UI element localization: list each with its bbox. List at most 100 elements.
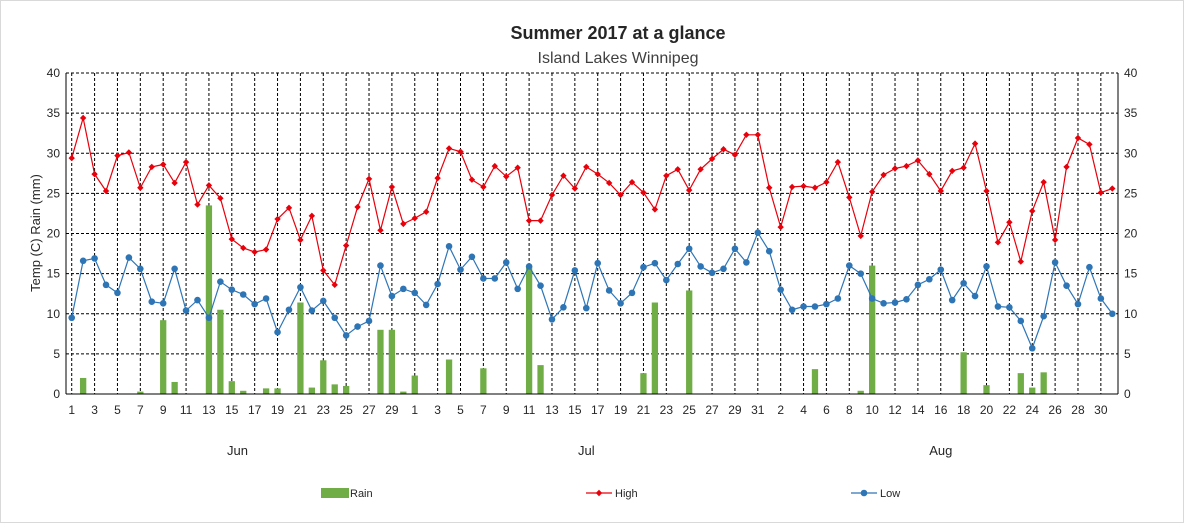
x-tick-label: 22: [1003, 403, 1017, 417]
low-point: [388, 292, 396, 300]
high-point: [251, 248, 258, 256]
temperature-lines: [68, 114, 1116, 352]
low-point: [777, 286, 784, 293]
legend-item-low: Low: [851, 488, 900, 500]
rain-bar: [480, 368, 487, 394]
rain-bar: [537, 365, 544, 394]
high-point: [1074, 134, 1082, 142]
low-point: [1108, 310, 1116, 318]
high-point: [388, 183, 396, 191]
low-point: [720, 265, 727, 273]
rain-bar: [160, 320, 167, 394]
low-point: [731, 245, 739, 253]
x-tick-label: 27: [705, 403, 719, 417]
low-point: [1097, 295, 1105, 302]
y-tick-label-left: 40: [47, 66, 61, 80]
month-label: Jul: [578, 443, 595, 458]
low-point: [640, 263, 647, 271]
x-tick-label: 11: [523, 403, 536, 417]
high-point: [171, 179, 178, 187]
x-tick-label: 13: [545, 403, 559, 417]
y-tick-label-left: 20: [47, 227, 61, 241]
high-point: [948, 167, 956, 175]
low-point: [685, 245, 693, 253]
rain-bar: [228, 381, 235, 394]
x-tick-label: 5: [457, 403, 464, 417]
high-point: [651, 206, 659, 213]
low-point: [79, 257, 87, 265]
high-point: [766, 184, 773, 191]
rain-bar: [240, 390, 247, 394]
high-point: [468, 176, 476, 183]
legend-label-low: Low: [880, 488, 900, 500]
low-point: [1063, 282, 1070, 289]
x-tick-label: 31: [751, 403, 765, 417]
high-point: [194, 201, 201, 208]
x-tick-label: 19: [614, 403, 628, 417]
y-tick-label-left: 15: [47, 267, 61, 281]
low-point: [297, 283, 304, 291]
high-point: [548, 191, 556, 199]
low-point: [903, 296, 910, 303]
high-point: [685, 186, 693, 194]
rain-bars: [80, 205, 1047, 394]
x-tick-label: 3: [434, 403, 441, 417]
low-point: [1017, 317, 1025, 325]
high-point: [354, 203, 361, 211]
low-point: [708, 269, 716, 277]
high-point: [262, 246, 270, 253]
high-point: [68, 154, 75, 162]
rain-bar: [983, 385, 990, 394]
rain-bar: [171, 381, 178, 394]
low-point: [1074, 300, 1082, 308]
x-tick-label: 17: [591, 403, 605, 417]
high-point: [377, 227, 384, 234]
high-point: [114, 152, 121, 159]
low-point: [411, 289, 419, 297]
high-point: [342, 242, 350, 249]
x-tick-label: 5: [114, 403, 121, 417]
rain-bar: [217, 309, 224, 394]
high-point: [1097, 189, 1105, 196]
rain-bar: [960, 352, 967, 394]
high-point: [422, 208, 430, 216]
x-tick-label: 11: [180, 403, 193, 417]
high-point: [903, 162, 910, 170]
high-point: [960, 164, 967, 171]
y-axis-title: Temp (C) Rain (mm): [28, 174, 43, 292]
high-point: [788, 183, 796, 191]
legend-item-high: High: [586, 488, 638, 500]
high-point: [525, 217, 533, 224]
x-tick-label: 29: [385, 403, 399, 417]
low-point: [628, 289, 636, 297]
x-tick-label: 6: [823, 403, 830, 417]
y-tick-label-left: 10: [47, 307, 61, 321]
rain-bar: [445, 359, 453, 394]
high-point: [434, 174, 441, 182]
high-line: [71, 117, 1113, 287]
x-tick-label: 13: [202, 403, 216, 417]
rain-bar: [80, 377, 87, 394]
x-tick-label: 4: [800, 403, 807, 417]
x-tick-label: 15: [225, 403, 239, 417]
low-point: [663, 276, 670, 284]
high-point: [228, 235, 236, 243]
rain-bar: [857, 390, 864, 394]
x-tick-label: 16: [934, 403, 948, 417]
rain-bar: [137, 391, 144, 394]
low-point: [114, 289, 121, 297]
grid-lines: [66, 72, 1118, 394]
low-point: [651, 259, 659, 267]
low-point: [182, 307, 190, 314]
y-tick-label-right: 40: [1124, 66, 1138, 80]
high-point: [914, 157, 922, 164]
low-point: [800, 303, 807, 310]
y-tick-label-right: 5: [1124, 347, 1131, 361]
high-point: [720, 146, 727, 153]
high-point: [159, 161, 167, 168]
y-tick-label-left: 5: [53, 347, 60, 361]
high-point: [308, 212, 316, 220]
x-tick-label: 9: [160, 403, 167, 417]
low-point: [560, 304, 567, 311]
low-point: [171, 265, 178, 273]
